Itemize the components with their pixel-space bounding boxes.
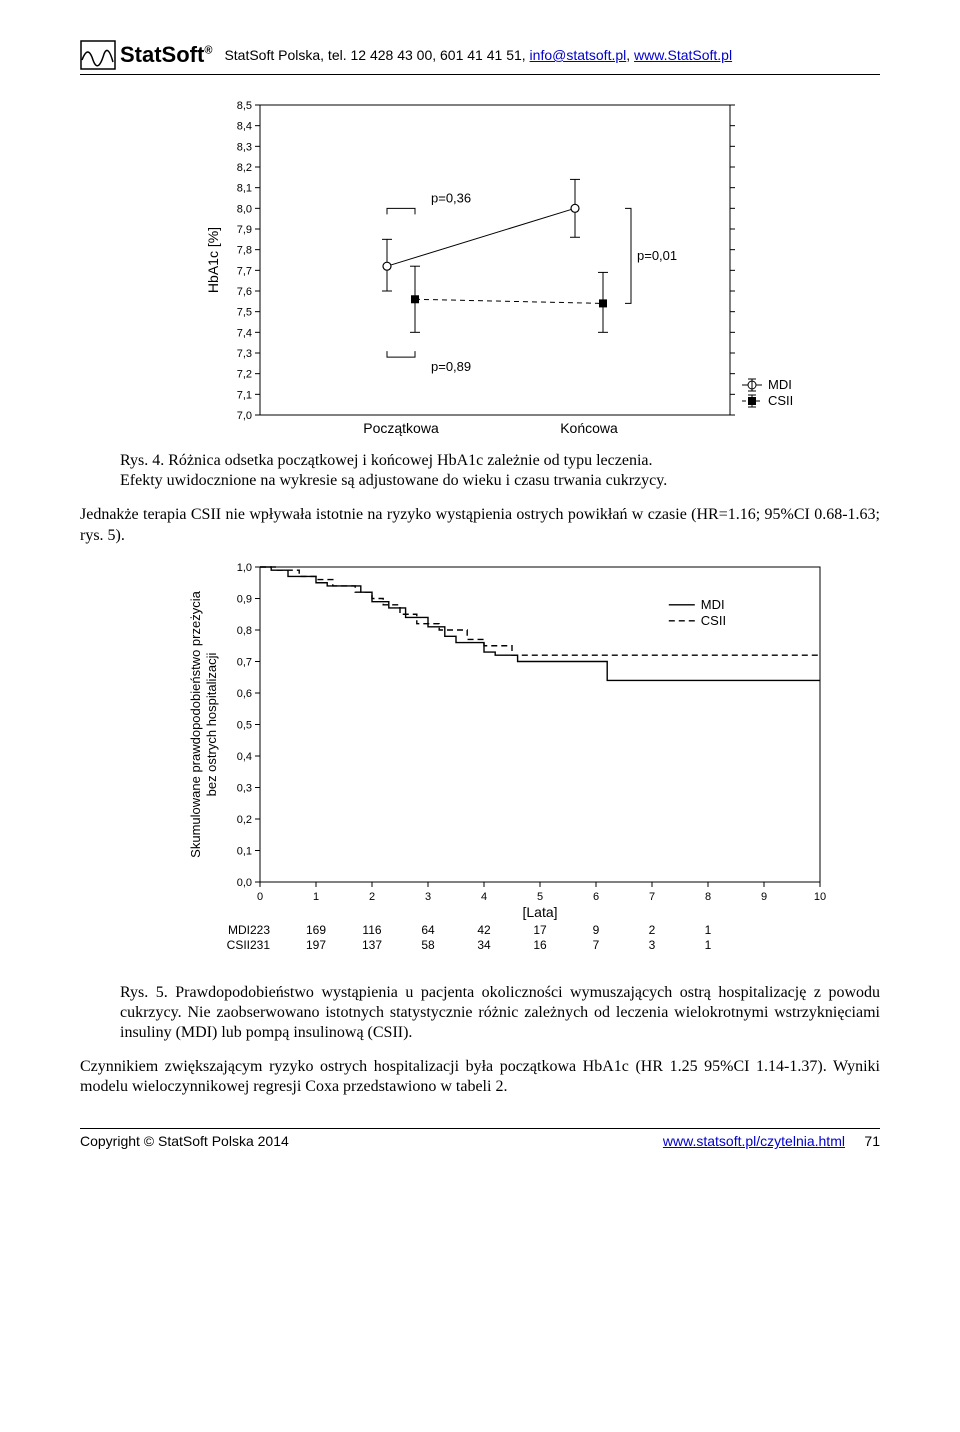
svg-text:1,0: 1,0	[237, 562, 252, 574]
svg-text:p=0,01: p=0,01	[637, 248, 677, 263]
svg-text:7,9: 7,9	[237, 224, 252, 236]
svg-text:17: 17	[533, 923, 547, 937]
svg-text:0,4: 0,4	[237, 751, 252, 763]
svg-text:CSII: CSII	[227, 938, 250, 952]
figure4-caption: Rys. 4. Różnica odsetka początkowej i ko…	[120, 451, 880, 491]
svg-text:8,5: 8,5	[237, 100, 252, 112]
svg-text:3: 3	[649, 938, 656, 952]
svg-text:223: 223	[250, 923, 270, 937]
svg-text:7,2: 7,2	[237, 369, 252, 381]
svg-text:6: 6	[593, 891, 599, 903]
svg-text:8,2: 8,2	[237, 162, 252, 174]
footer-link[interactable]: www.statsoft.pl/czytelnia.html	[663, 1133, 845, 1149]
page-footer: Copyright © StatSoft Polska 2014 www.sta…	[80, 1128, 880, 1149]
svg-text:8,4: 8,4	[237, 121, 252, 133]
svg-text:58: 58	[421, 938, 435, 952]
copyright: Copyright © StatSoft Polska 2014	[80, 1133, 289, 1149]
svg-text:0,3: 0,3	[237, 782, 252, 794]
svg-text:34: 34	[477, 938, 491, 952]
svg-text:4: 4	[481, 891, 487, 903]
svg-text:7,7: 7,7	[237, 265, 252, 277]
svg-text:HbA1c [%]: HbA1c [%]	[205, 227, 221, 293]
svg-text:0,1: 0,1	[237, 845, 252, 857]
svg-text:7: 7	[593, 938, 600, 952]
svg-text:10: 10	[814, 891, 826, 903]
svg-text:2: 2	[369, 891, 375, 903]
svg-text:[Lata]: [Lata]	[522, 904, 557, 920]
svg-text:MDI: MDI	[768, 377, 792, 392]
svg-text:8,3: 8,3	[237, 141, 252, 153]
email-link[interactable]: info@statsoft.pl	[530, 47, 627, 63]
svg-text:Początkowa: Początkowa	[363, 420, 439, 436]
svg-text:Skumulowane prawdopodobieństwo: Skumulowane prawdopodobieństwo przeżycia	[188, 590, 203, 857]
svg-text:8,1: 8,1	[237, 183, 252, 195]
svg-text:8: 8	[705, 891, 711, 903]
svg-text:9: 9	[593, 923, 600, 937]
svg-text:0,9: 0,9	[237, 593, 252, 605]
svg-text:169: 169	[306, 923, 326, 937]
header-contact: StatSoft Polska, tel. 12 428 43 00, 601 …	[224, 47, 732, 63]
svg-text:7,1: 7,1	[237, 389, 252, 401]
svg-text:0,7: 0,7	[237, 656, 252, 668]
svg-text:0: 0	[257, 891, 263, 903]
svg-text:0,6: 0,6	[237, 688, 252, 700]
svg-text:64: 64	[421, 923, 435, 937]
svg-text:bez ostrych hospitalizacji: bez ostrych hospitalizacji	[204, 652, 219, 796]
figure5-caption: Rys. 5. Prawdopodobieństwo wystąpienia u…	[120, 983, 880, 1043]
svg-text:7,4: 7,4	[237, 327, 252, 339]
svg-text:137: 137	[362, 938, 382, 952]
chart-survival: 0,00,10,20,30,40,50,60,70,80,91,00123456…	[180, 557, 840, 977]
svg-text:0,0: 0,0	[237, 877, 252, 889]
svg-text:Końcowa: Końcowa	[560, 420, 618, 436]
logo-icon	[80, 40, 116, 70]
svg-text:0,8: 0,8	[237, 625, 252, 637]
svg-text:7,5: 7,5	[237, 307, 252, 319]
svg-text:0,5: 0,5	[237, 719, 252, 731]
svg-text:p=0,89: p=0,89	[431, 359, 471, 374]
svg-text:7: 7	[649, 891, 655, 903]
site-link[interactable]: www.StatSoft.pl	[634, 47, 732, 63]
svg-text:MDI: MDI	[701, 596, 725, 611]
svg-text:0,2: 0,2	[237, 814, 252, 826]
svg-text:231: 231	[250, 938, 270, 952]
svg-text:MDI: MDI	[228, 923, 250, 937]
svg-text:1: 1	[705, 938, 712, 952]
svg-text:7,3: 7,3	[237, 348, 252, 360]
svg-text:CSII: CSII	[768, 393, 793, 408]
svg-text:7,0: 7,0	[237, 410, 252, 422]
svg-text:p=0,36: p=0,36	[431, 190, 471, 205]
svg-text:5: 5	[537, 891, 543, 903]
svg-text:7,8: 7,8	[237, 245, 252, 257]
svg-text:2: 2	[649, 923, 656, 937]
page-number: 71	[864, 1133, 880, 1149]
svg-text:8,0: 8,0	[237, 203, 252, 215]
svg-text:9: 9	[761, 891, 767, 903]
logo-text: StatSoft®	[120, 42, 212, 68]
svg-text:3: 3	[425, 891, 431, 903]
svg-text:1: 1	[313, 891, 319, 903]
paragraph-1: Jednakże terapia CSII nie wpływała istot…	[80, 505, 880, 547]
svg-text:1: 1	[705, 923, 712, 937]
chart-hba1c: 7,0 7,1 7,2 7,3 7,4 7,5 7,6 7,7 7,8 7,9 8,0 8,1 8,2 8…	[200, 95, 820, 445]
svg-text:197: 197	[306, 938, 326, 952]
paragraph-2: Czynnikiem zwiększającym ryzyko ostrych …	[80, 1057, 880, 1099]
svg-text:116: 116	[362, 923, 381, 937]
svg-text:7,6: 7,6	[237, 286, 252, 298]
svg-text:42: 42	[477, 923, 491, 937]
svg-text:16: 16	[533, 938, 547, 952]
svg-text:CSII: CSII	[701, 612, 726, 627]
logo: StatSoft®	[80, 40, 212, 70]
page-header: StatSoft® StatSoft Polska, tel. 12 428 4…	[80, 40, 880, 75]
